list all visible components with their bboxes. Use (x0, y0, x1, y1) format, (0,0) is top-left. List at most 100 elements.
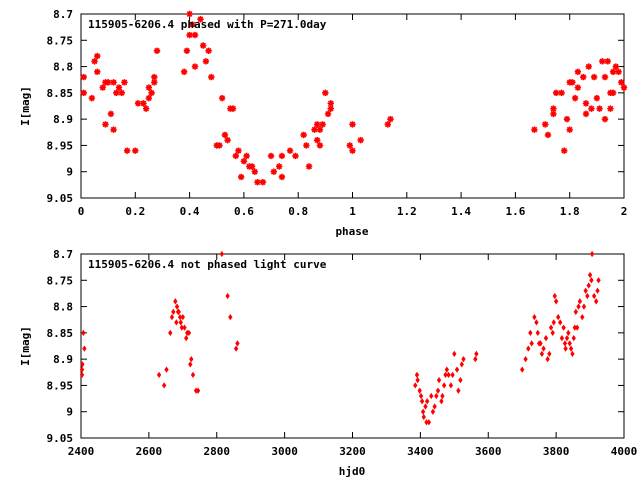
unphased-data-point (566, 329, 571, 336)
unphased-data-point (448, 382, 454, 389)
phased-x-tick-label: 1.6 (505, 205, 525, 218)
unphased-data-point (429, 392, 434, 400)
unphased-data-point (417, 387, 422, 394)
phased-data-point (569, 79, 576, 86)
unphased-data-point (169, 313, 175, 321)
phased-data-point (314, 121, 321, 128)
unphased-data-point (443, 371, 448, 379)
phased-data-point (267, 152, 275, 160)
unphased-data-point (171, 308, 176, 315)
phased-x-tick-label: 0.2 (125, 205, 145, 218)
unphased-data-point (434, 392, 439, 400)
phased-x-tick-label: 1.8 (560, 205, 580, 218)
phased-data-point (314, 136, 321, 144)
unphased-data-point (543, 334, 549, 342)
unphased-data-point (538, 340, 543, 347)
unphased-data-point (450, 371, 455, 379)
unphased-data-point (589, 250, 595, 258)
phased-points (80, 10, 628, 186)
unphased-x-tick-label: 3000 (271, 445, 298, 458)
phased-data-point (140, 100, 147, 107)
phased-data-point (251, 168, 258, 175)
phased-data-point (349, 121, 356, 128)
unphased-x-tick-label: 3400 (407, 445, 434, 458)
phased-x-tick-label: 1 (349, 205, 356, 218)
phased-data-point (305, 163, 313, 170)
unphased-data-point (456, 387, 461, 394)
unphased-points (79, 250, 601, 426)
unphased-data-point (424, 398, 430, 405)
unphased-data-point (534, 319, 539, 326)
unphased-data-point (173, 298, 178, 305)
unphased-data-point (587, 271, 593, 279)
unphased-x-ticks: 2400 2600 2800 3000 3200 3400 3600 3800 4000 (68, 254, 637, 458)
unphased-data-point (174, 303, 180, 310)
unphased-data-point (423, 403, 428, 410)
unphased-data-point (79, 371, 85, 379)
phased-data-point (229, 105, 237, 112)
unphased-data-point (539, 350, 545, 358)
unphased-data-point (576, 303, 581, 310)
unphased-data-point (446, 371, 451, 379)
unphased-data-point (580, 313, 585, 321)
phased-data-point (601, 115, 609, 123)
phased-data-point (590, 73, 598, 81)
unphased-data-point (473, 356, 478, 363)
phased-data-point (107, 110, 115, 118)
phased-data-point (593, 94, 601, 102)
phased-data-point (110, 79, 117, 86)
unphased-data-point (474, 350, 479, 358)
phased-data-point (582, 100, 590, 107)
phased-data-point (612, 63, 620, 70)
phased-data-point (235, 147, 242, 154)
phased-data-point (151, 73, 158, 81)
phased-data-point (189, 21, 196, 28)
unphased-data-point (552, 292, 557, 300)
unphased-data-point (575, 324, 580, 331)
phased-data-point (387, 115, 394, 123)
phased-data-point (544, 131, 552, 139)
phased-data-point (151, 79, 158, 86)
unphased-data-point (581, 303, 587, 310)
unphased-data-point (235, 340, 240, 347)
unphased-data-point (589, 277, 594, 284)
unphased-x-tick-label: 3200 (339, 445, 366, 458)
unphased-data-point (459, 361, 464, 368)
phased-data-point (221, 131, 229, 139)
phased-data-point (563, 115, 571, 123)
phased-data-point (237, 173, 245, 181)
unphased-x-tick-label: 3600 (475, 445, 502, 458)
phased-data-point (550, 105, 557, 112)
unphased-data-point (444, 366, 450, 373)
unphased-data-point (82, 345, 87, 352)
phased-data-point (574, 68, 582, 76)
phased-data-point (113, 89, 120, 97)
phased-x-tick-label: 0 (78, 205, 85, 218)
unphased-plot-frame (80, 253, 625, 439)
phased-data-point (118, 89, 125, 97)
unphased-data-point (586, 282, 591, 289)
phased-data-point (571, 94, 579, 102)
phased-data-point (604, 58, 611, 65)
unphased-x-axis-label: hjd0 (339, 465, 366, 478)
phased-data-point (243, 152, 250, 160)
unphased-data-point (178, 319, 183, 326)
phased-y-tick-label: 8.7 (53, 8, 73, 21)
phased-data-point (357, 136, 364, 144)
unphased-data-point (563, 345, 568, 352)
phased-y-tick-label: 8.85 (47, 87, 74, 100)
phased-data-point (349, 147, 356, 154)
phased-data-point (218, 94, 226, 102)
unphased-data-point (190, 371, 196, 379)
phased-data-point (142, 105, 150, 112)
phased-data-point (180, 68, 188, 76)
phased-y-tick-label: 8.9 (53, 113, 73, 126)
unphased-data-point (555, 313, 561, 321)
unphased-data-point (570, 350, 575, 358)
unphased-data-point (189, 356, 194, 363)
unphased-data-point (596, 277, 601, 284)
unphased-data-point (430, 408, 436, 415)
unphased-data-point (421, 413, 426, 421)
unphased-data-point (420, 408, 426, 415)
